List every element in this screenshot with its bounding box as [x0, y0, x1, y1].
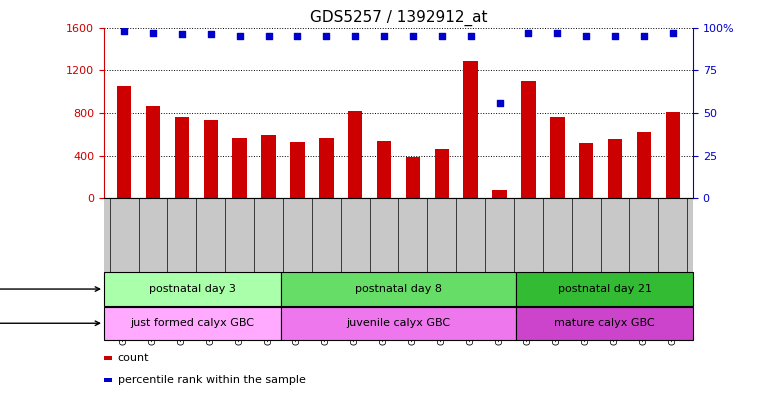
Point [291, 33, 303, 39]
Title: GDS5257 / 1392912_at: GDS5257 / 1392912_at [310, 10, 487, 26]
Bar [517, 307, 693, 340]
Text: percentile rank within the sample: percentile rank within the sample [118, 375, 306, 385]
Bar [406, 157, 420, 198]
Point [494, 99, 506, 106]
Point [522, 29, 534, 36]
Text: juvenile calyx GBC: juvenile calyx GBC [346, 318, 450, 328]
Point [205, 31, 217, 37]
Text: just formed calyx GBC: just formed calyx GBC [130, 318, 254, 328]
Bar [290, 142, 305, 198]
Point [378, 33, 390, 39]
Bar [233, 138, 247, 198]
Bar [521, 81, 536, 198]
Bar [261, 136, 276, 198]
Bar [146, 105, 160, 198]
Bar [492, 190, 507, 198]
Bar [377, 141, 391, 198]
Point [464, 33, 477, 39]
Text: mature calyx GBC: mature calyx GBC [554, 318, 655, 328]
Point [147, 29, 159, 36]
Bar [117, 86, 132, 198]
Bar [579, 143, 594, 198]
Point [176, 31, 188, 37]
Bar [104, 272, 281, 306]
Point [667, 29, 679, 36]
Text: postnatal day 21: postnatal day 21 [557, 284, 651, 294]
Point [436, 33, 448, 39]
Point [638, 33, 650, 39]
Bar [464, 61, 478, 198]
Bar [434, 149, 449, 198]
Bar [104, 307, 281, 340]
Bar [637, 132, 651, 198]
Point [349, 33, 361, 39]
Bar [348, 111, 363, 198]
Text: postnatal day 8: postnatal day 8 [355, 284, 442, 294]
Bar [281, 272, 517, 306]
Point [580, 33, 592, 39]
Text: postnatal day 3: postnatal day 3 [149, 284, 236, 294]
Text: development stage: development stage [0, 284, 99, 294]
Bar [517, 272, 693, 306]
Text: count: count [118, 353, 149, 364]
Point [609, 33, 621, 39]
Point [407, 33, 419, 39]
Bar [550, 117, 564, 198]
Bar [608, 139, 622, 198]
Bar [175, 117, 189, 198]
Point [233, 33, 246, 39]
Text: cell type: cell type [0, 318, 99, 328]
Point [551, 29, 564, 36]
Bar [665, 112, 680, 198]
Bar [319, 138, 333, 198]
Point [263, 33, 275, 39]
Bar [203, 121, 218, 198]
Point [118, 28, 130, 34]
Bar [281, 307, 517, 340]
Point [320, 33, 333, 39]
